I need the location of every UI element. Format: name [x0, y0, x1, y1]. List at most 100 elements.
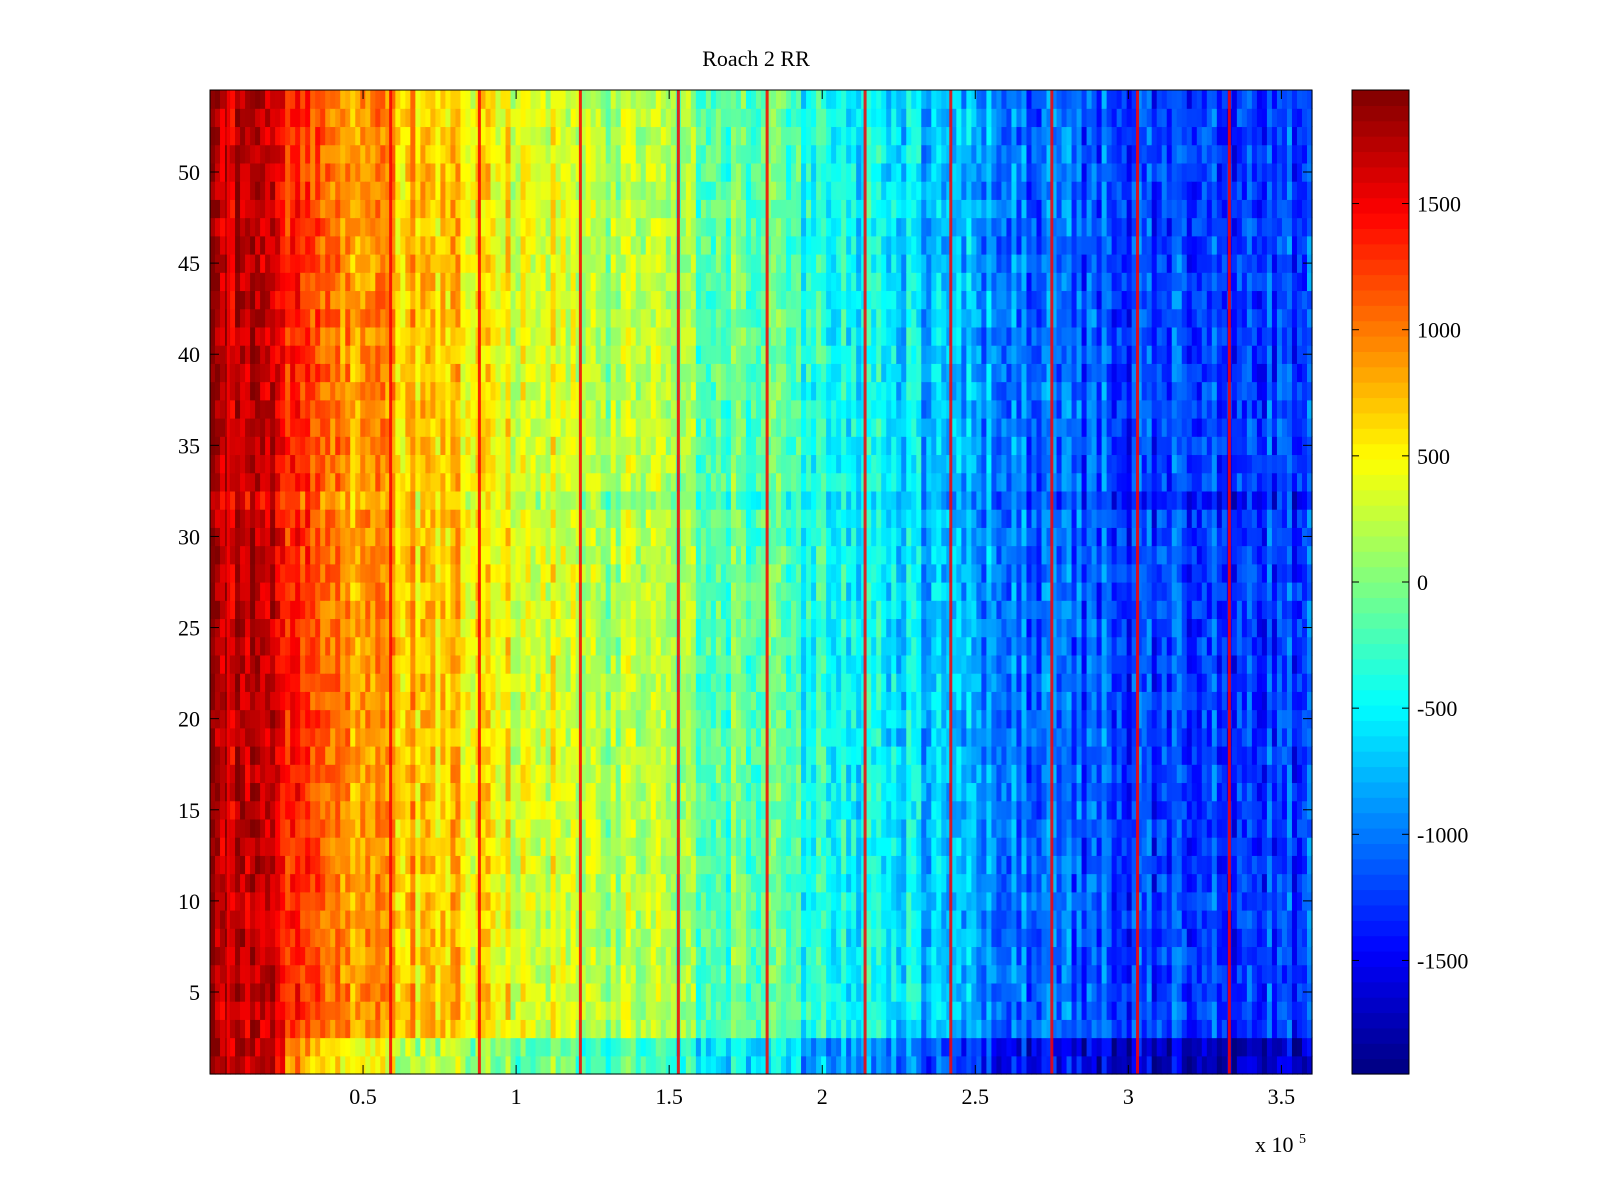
heatmap-cell [240, 90, 246, 109]
heatmap-cell [520, 910, 527, 929]
heatmap-cell [370, 946, 376, 966]
heatmap-cell [310, 381, 316, 401]
heatmap-cell [635, 454, 642, 474]
heatmap-cell [255, 782, 261, 802]
heatmap-cell [335, 199, 341, 219]
heatmap-cell [385, 181, 391, 200]
heatmap-cell [370, 618, 376, 638]
heatmap-cell [275, 709, 281, 729]
heatmap-cell [460, 873, 467, 893]
heatmap-cell [230, 891, 236, 911]
heatmap-cell [485, 891, 492, 911]
heatmap-cell [505, 199, 512, 219]
heatmap-cell [390, 199, 396, 219]
heatmap-cell [410, 891, 416, 911]
heatmap-cell [235, 308, 241, 328]
heatmap-cell [330, 818, 336, 838]
heatmap-cell [630, 946, 637, 966]
heatmap-cell [280, 928, 286, 948]
heatmap-cell [250, 217, 256, 237]
heatmap-cell [465, 982, 472, 1002]
heatmap-cell [515, 399, 522, 419]
heatmap-cell [275, 1055, 281, 1075]
heatmap-cell [220, 910, 226, 929]
heatmap-cell [605, 1019, 612, 1039]
heatmap-cell [365, 235, 371, 255]
heatmap-cell [620, 709, 627, 729]
heatmap-cell [215, 399, 221, 419]
heatmap-cell [245, 272, 251, 292]
heatmap-cell [385, 563, 391, 583]
heatmap-cell [560, 363, 567, 383]
heatmap-cell [495, 1001, 502, 1020]
heatmap-cell [590, 691, 597, 711]
heatmap-cell [280, 636, 286, 656]
heatmap-cell [485, 199, 492, 219]
heatmap-cell [670, 1019, 677, 1039]
heatmap-cell [580, 126, 587, 146]
heatmap-cell [380, 782, 386, 802]
heatmap-cell [255, 818, 261, 838]
heatmap-cell [310, 746, 316, 765]
heatmap-cell [610, 946, 617, 966]
heatmap-cell [295, 363, 301, 383]
heatmap-cell [640, 545, 647, 565]
heatmap-cell [420, 563, 426, 583]
heatmap-cell [430, 399, 437, 419]
heatmap-cell [385, 764, 391, 784]
heatmap-cell [665, 235, 672, 255]
heatmap-cell [340, 217, 346, 237]
heatmap-cell [330, 272, 336, 292]
heatmap-cell [375, 162, 381, 182]
heatmap-cell [380, 855, 386, 875]
heatmap-cell [415, 764, 421, 784]
heatmap-cell [285, 90, 291, 109]
heatmap-cell [450, 982, 457, 1002]
heatmap-cell [520, 290, 527, 310]
heatmap-cell [420, 636, 426, 656]
heatmap-cell [485, 746, 492, 765]
heatmap-cell [445, 126, 452, 146]
heatmap-cell [415, 673, 421, 692]
heatmap-cell [580, 946, 587, 966]
heatmap-cell [220, 144, 226, 164]
heatmap-cell [360, 982, 366, 1002]
heatmap-cell [505, 946, 512, 966]
heatmap-cell [455, 910, 462, 929]
heatmap-cell [530, 527, 537, 547]
heatmap-cell [275, 272, 281, 292]
heatmap-cell [520, 199, 527, 219]
heatmap-cell [255, 162, 261, 182]
heatmap-cell [530, 418, 537, 437]
heatmap-cell [570, 126, 577, 146]
heatmap-cell [360, 162, 366, 182]
heatmap-cell [315, 472, 321, 492]
heatmap-cell [655, 527, 662, 547]
heatmap-cell [600, 582, 607, 601]
heatmap-cell [560, 636, 567, 656]
heatmap-cell [645, 855, 652, 875]
heatmap-cell [635, 691, 642, 711]
heatmap-cell [455, 308, 462, 328]
heatmap-cell [395, 1037, 401, 1057]
heatmap-cell [520, 436, 527, 456]
heatmap-cell [645, 290, 652, 310]
heatmap-cell [390, 964, 396, 984]
heatmap-cell [505, 709, 512, 729]
heatmap-cell [570, 618, 577, 638]
heatmap-cell [355, 946, 361, 966]
heatmap-cell [630, 928, 637, 948]
heatmap-cell [285, 363, 291, 383]
heatmap-cell [635, 673, 642, 692]
heatmap-cell [275, 162, 281, 182]
heatmap-cell [245, 636, 251, 656]
heatmap-cell [310, 1037, 316, 1057]
heatmap-cell [240, 254, 246, 273]
heatmap-cell [285, 1019, 291, 1039]
heatmap-cell [220, 472, 226, 492]
heatmap-cell [260, 782, 266, 802]
heatmap-cell [460, 126, 467, 146]
heatmap-cell [520, 782, 527, 802]
heatmap-cell [595, 764, 602, 784]
heatmap-cell [500, 764, 507, 784]
